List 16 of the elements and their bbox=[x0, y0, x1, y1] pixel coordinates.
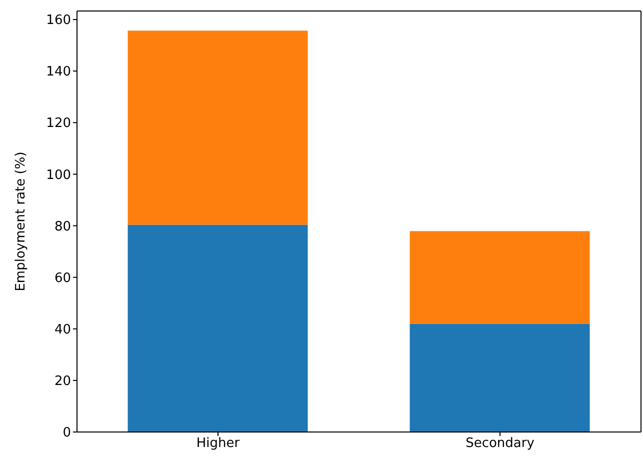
y-tick-label: 100 bbox=[46, 168, 71, 183]
bar bbox=[410, 231, 590, 324]
y-tick-label: 140 bbox=[46, 64, 71, 80]
y-tick-label: 120 bbox=[46, 116, 71, 132]
x-tick-label: Higher bbox=[196, 436, 240, 452]
y-axis-title: Employment rate (%) bbox=[14, 152, 29, 292]
y-tick-label: 0 bbox=[62, 426, 71, 441]
y-tick-label: 60 bbox=[54, 270, 71, 286]
y-tick-label: 40 bbox=[54, 322, 71, 338]
x-tick-label: Secondary bbox=[466, 436, 535, 452]
bar bbox=[128, 30, 308, 225]
y-tick-label: 20 bbox=[54, 374, 71, 390]
bar bbox=[128, 224, 308, 432]
bar bbox=[410, 324, 590, 432]
y-tick-label: 80 bbox=[54, 219, 71, 234]
y-tick-label: 160 bbox=[46, 13, 71, 28]
